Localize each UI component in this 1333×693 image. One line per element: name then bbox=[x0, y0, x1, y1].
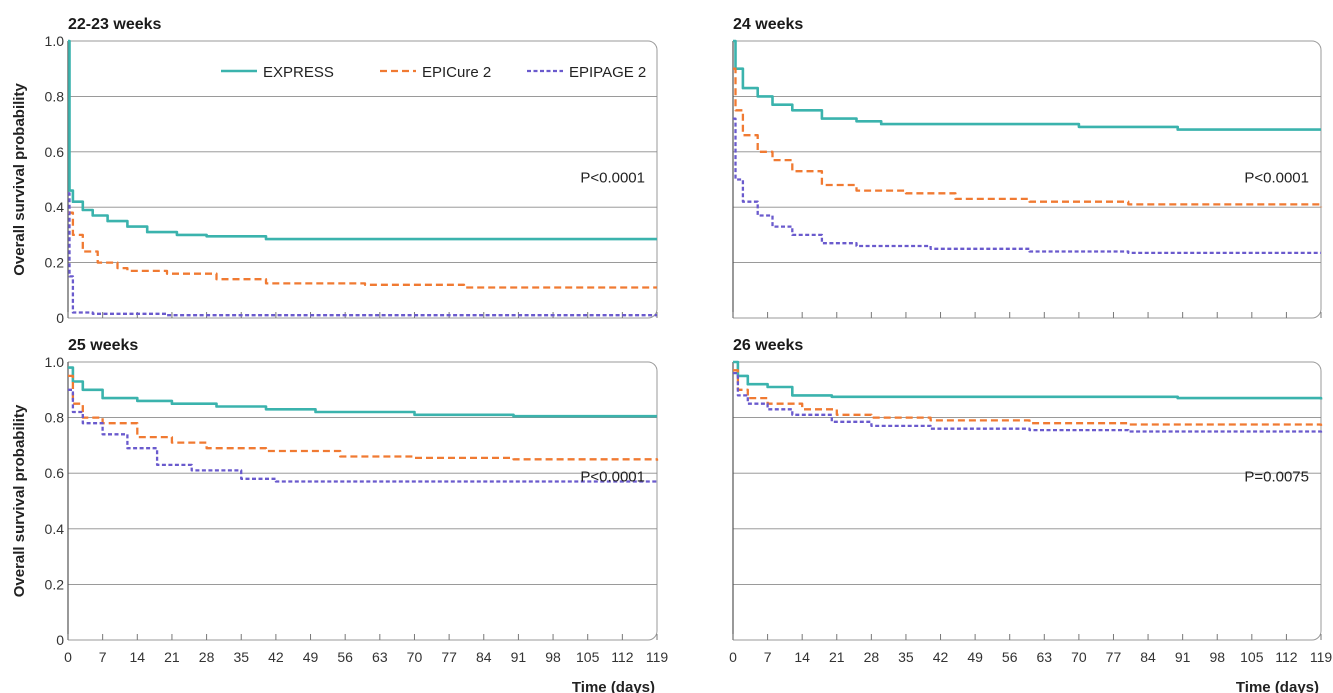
x-tick-label: 119 bbox=[1310, 649, 1333, 665]
x-tick-label: 21 bbox=[829, 649, 845, 665]
x-tick-label: 119 bbox=[646, 649, 669, 665]
panel-frame-left bbox=[68, 41, 80, 318]
y-tick-label: 0.4 bbox=[45, 199, 65, 215]
x-tick-label: 56 bbox=[337, 649, 353, 665]
x-tick-label: 0 bbox=[64, 649, 72, 665]
x-tick-label: 91 bbox=[511, 649, 527, 665]
y-tick-label: 0.2 bbox=[45, 576, 65, 592]
p-value: P=0.0075 bbox=[1244, 469, 1309, 486]
x-tick-label: 98 bbox=[545, 649, 561, 665]
x-axis-label: Time (days) bbox=[572, 679, 655, 693]
panel-2: 24 weeks P<0.0001 bbox=[732, 16, 1323, 319]
series-line-epipage-2 bbox=[68, 192, 657, 317]
y-tick-label: 0.6 bbox=[45, 144, 65, 160]
series-line-epipage-2 bbox=[733, 371, 1323, 433]
series-line-epicure-2 bbox=[733, 67, 1323, 208]
panel-frame bbox=[67, 40, 658, 319]
x-axis-label: Time (days) bbox=[1236, 679, 1319, 693]
panel-4: 26 weeks 0 7 14 21 28 35 42 49 56 63 70 77 84 91 98 105 1… bbox=[729, 337, 1332, 693]
x-tick-label: 77 bbox=[441, 649, 457, 665]
series-line-epipage-2 bbox=[68, 388, 659, 483]
x-tick-label: 42 bbox=[933, 649, 949, 665]
y-tick-label: 1.0 bbox=[45, 33, 65, 49]
x-tick-label: 91 bbox=[1175, 649, 1191, 665]
y-tick-label: 0.2 bbox=[45, 255, 65, 271]
legend: EXPRESS EPICure 2 EPIPAGE 2 bbox=[221, 64, 646, 81]
panel-1: 22-23 weeks 0 0.2 0.4 0.6 0.8 1.0 Overall survi… bbox=[11, 16, 658, 326]
x-tick-label: 98 bbox=[1209, 649, 1225, 665]
x-tick-label: 105 bbox=[576, 649, 600, 665]
x-tick-label: 112 bbox=[611, 649, 634, 665]
x-tick-label: 63 bbox=[372, 649, 388, 665]
y-tick-label: 0.8 bbox=[45, 410, 65, 426]
panel-frame bbox=[732, 361, 1322, 641]
x-tick-label: 35 bbox=[233, 649, 249, 665]
panel-title: 25 weeks bbox=[68, 337, 138, 354]
panel-title: 24 weeks bbox=[733, 16, 803, 33]
x-tick-label: 14 bbox=[794, 649, 810, 665]
x-tick-label: 7 bbox=[764, 649, 772, 665]
panel-title: 26 weeks bbox=[733, 337, 803, 354]
x-tick-label: 49 bbox=[303, 649, 319, 665]
series-line-express bbox=[68, 39, 657, 241]
x-tick-label: 28 bbox=[864, 649, 880, 665]
panel-frame-left bbox=[68, 362, 80, 640]
x-tick-label: 35 bbox=[898, 649, 914, 665]
x-tick-label: 56 bbox=[1002, 649, 1018, 665]
series-line-express bbox=[733, 360, 1323, 400]
legend-label: EPICure 2 bbox=[422, 64, 491, 81]
series-line-express bbox=[68, 366, 657, 418]
series-line-epicure-2 bbox=[68, 211, 657, 289]
y-tick-label: 1.0 bbox=[45, 354, 65, 370]
x-tick-label: 84 bbox=[1140, 649, 1156, 665]
y-tick-label: 0.6 bbox=[45, 465, 65, 481]
series-line-express bbox=[733, 39, 1321, 131]
panel-frame-left bbox=[733, 362, 745, 640]
legend-label: EPIPAGE 2 bbox=[569, 64, 646, 81]
x-tick-label: 0 bbox=[729, 649, 737, 665]
x-tick-label: 84 bbox=[476, 649, 492, 665]
x-tick-label: 21 bbox=[164, 649, 180, 665]
p-value: P<0.0001 bbox=[580, 469, 645, 486]
p-value: P<0.0001 bbox=[1244, 169, 1309, 186]
x-tick-label: 77 bbox=[1106, 649, 1122, 665]
panel-3: 25 weeks 0 0.2 0.4 0.6 0.8 1.0 Overall survival… bbox=[11, 337, 668, 693]
y-tick-label: 0.4 bbox=[45, 521, 65, 537]
x-tick-label: 63 bbox=[1037, 649, 1053, 665]
x-tick-label: 105 bbox=[1240, 649, 1264, 665]
x-tick-label: 70 bbox=[407, 649, 423, 665]
series-line-epipage-2 bbox=[733, 117, 1321, 255]
y-axis-label: Overall survival probability bbox=[11, 83, 28, 276]
x-tick-label: 49 bbox=[967, 649, 983, 665]
p-value: P<0.0001 bbox=[580, 169, 645, 186]
x-tick-label: 42 bbox=[268, 649, 284, 665]
x-tick-label: 14 bbox=[130, 649, 146, 665]
y-tick-label: 0.8 bbox=[45, 88, 65, 104]
x-tick-label: 70 bbox=[1071, 649, 1087, 665]
panel-title: 22-23 weeks bbox=[68, 16, 162, 33]
x-tick-label: 7 bbox=[99, 649, 107, 665]
y-tick-label: 0 bbox=[56, 632, 64, 648]
x-tick-label: 28 bbox=[199, 649, 215, 665]
series-line-epicure-2 bbox=[733, 369, 1323, 426]
x-tick-label: 112 bbox=[1275, 649, 1298, 665]
legend-label: EXPRESS bbox=[263, 64, 334, 81]
y-tick-label: 0 bbox=[56, 310, 64, 326]
y-axis-label: Overall survival probability bbox=[11, 404, 28, 597]
panel-frame bbox=[67, 361, 658, 641]
